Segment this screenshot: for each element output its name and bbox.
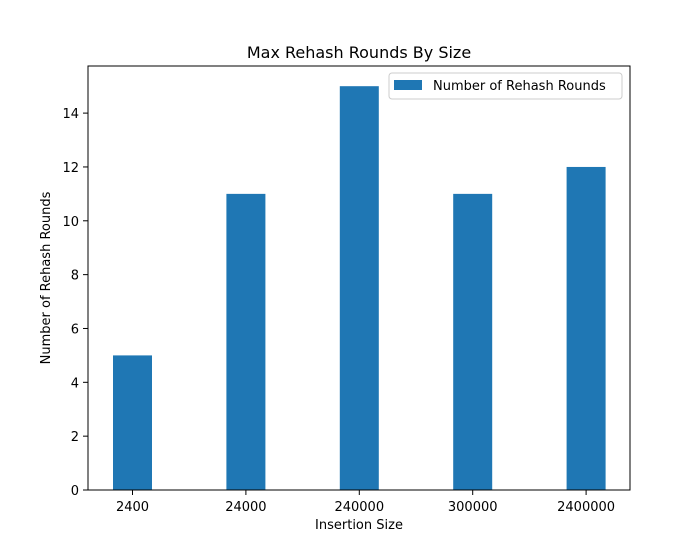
y-tick-label: 8 bbox=[71, 269, 79, 284]
y-tick-label: 10 bbox=[62, 215, 79, 230]
legend-swatch bbox=[394, 80, 422, 90]
plot-frame bbox=[87, 65, 631, 491]
x-tick-label: 2400000 bbox=[557, 500, 615, 515]
y-axis-ticks: 0 2 4 6 8 10 12 14 bbox=[62, 107, 88, 499]
y-axis-label: Number of Rehash Rounds bbox=[39, 191, 54, 364]
x-tick-label: 300000 bbox=[448, 500, 498, 515]
chart-title: Max Rehash Rounds By Size bbox=[247, 43, 471, 62]
y-tick-label: 14 bbox=[62, 107, 79, 122]
bar-240000 bbox=[339, 86, 379, 490]
x-axis-ticks: 2400 24000 240000 300000 2400000 bbox=[116, 490, 615, 515]
bar-24000 bbox=[226, 193, 266, 490]
x-tick-label: 2400 bbox=[116, 500, 149, 515]
y-tick-label: 4 bbox=[71, 376, 79, 391]
legend-box bbox=[388, 72, 623, 100]
bar-300000 bbox=[453, 193, 493, 490]
bar-2400 bbox=[113, 355, 152, 490]
x-tick-label: 240000 bbox=[334, 500, 384, 515]
x-axis-label: Insertion Size bbox=[315, 518, 403, 533]
legend: Number of Rehash Rounds bbox=[388, 72, 623, 100]
legend-label: Number of Rehash Rounds bbox=[433, 79, 606, 94]
y-tick-label: 0 bbox=[71, 484, 79, 499]
x-tick-label: 24000 bbox=[225, 500, 266, 515]
y-tick-label: 6 bbox=[71, 322, 79, 337]
y-tick-label: 12 bbox=[62, 161, 79, 176]
bar-2400000 bbox=[566, 166, 606, 490]
bars-group bbox=[113, 86, 606, 490]
y-tick-label: 2 bbox=[71, 430, 79, 445]
